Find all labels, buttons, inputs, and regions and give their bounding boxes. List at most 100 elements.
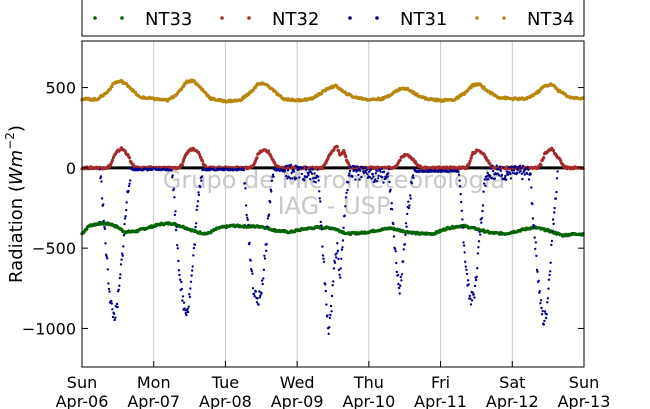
series-nt31 bbox=[98, 163, 559, 335]
point-nt31-490 bbox=[386, 175, 389, 178]
point-nt31-627 bbox=[466, 279, 470, 282]
point-nt31-535 bbox=[412, 176, 415, 180]
point-nt31-424 bbox=[347, 181, 350, 184]
point-nt31-444 bbox=[359, 169, 362, 172]
point-nt31-529 bbox=[408, 194, 412, 197]
point-nt31-3 bbox=[100, 180, 103, 183]
point-nt31-500 bbox=[392, 222, 395, 226]
point-nt31-169 bbox=[197, 191, 200, 194]
y-tick-label-2: −500 bbox=[32, 239, 76, 258]
point-nt31-612 bbox=[458, 179, 461, 182]
point-nt31-701 bbox=[510, 166, 513, 169]
point-nt31-621 bbox=[463, 251, 466, 254]
point-nt31-751 bbox=[539, 299, 543, 302]
point-nt31-372 bbox=[317, 179, 320, 182]
point-nt31-777 bbox=[554, 197, 558, 200]
point-nt31-617 bbox=[461, 218, 464, 221]
point-nt31-268 bbox=[255, 301, 259, 304]
point-nt31-353 bbox=[306, 175, 309, 179]
point-nt31-170 bbox=[197, 193, 201, 197]
point-nt31-127 bbox=[173, 196, 176, 199]
point-nt31-43 bbox=[123, 222, 126, 226]
point-nt31-316 bbox=[283, 169, 287, 172]
point-nt31-147 bbox=[184, 311, 187, 315]
point-nt31-263 bbox=[252, 292, 256, 295]
point-nt31-699 bbox=[509, 172, 512, 176]
point-nt32-322 bbox=[337, 149, 341, 153]
point-nt31-727 bbox=[526, 172, 529, 175]
point-nt31-348 bbox=[303, 179, 306, 182]
point-nt31-522 bbox=[404, 222, 408, 225]
point-nt31-124 bbox=[171, 174, 174, 177]
point-nt31-435 bbox=[353, 165, 356, 168]
point-nt31-510 bbox=[397, 286, 401, 290]
point-nt32-316 bbox=[332, 148, 336, 152]
point-nt31-157 bbox=[190, 274, 193, 277]
point-nt31-655 bbox=[483, 182, 486, 185]
legend-marker-left-nt33 bbox=[93, 16, 97, 20]
legend-label-nt32: NT32 bbox=[272, 9, 319, 30]
point-nt31-257 bbox=[249, 259, 252, 262]
point-nt31-779 bbox=[555, 177, 559, 180]
point-nt31-475 bbox=[377, 174, 380, 177]
point-nt31-50 bbox=[127, 189, 130, 193]
point-nt31-410 bbox=[339, 276, 342, 279]
point-nt31-277 bbox=[260, 279, 264, 282]
point-nt31-8 bbox=[103, 225, 106, 229]
point-nt31-710 bbox=[515, 171, 519, 175]
point-nt31-129 bbox=[174, 210, 177, 213]
point-nt31-738 bbox=[532, 223, 535, 227]
point-nt32-484 bbox=[467, 161, 471, 165]
point-nt31-398 bbox=[332, 280, 335, 283]
point-nt31-41 bbox=[122, 245, 125, 248]
point-nt31-503 bbox=[393, 247, 397, 251]
point-nt32-595 bbox=[559, 159, 563, 163]
point-nt31-367 bbox=[314, 181, 317, 184]
point-nt31-425 bbox=[347, 174, 350, 177]
point-nt31-322 bbox=[287, 175, 290, 178]
legend: NT33 NT32 NT31 NT34 bbox=[93, 9, 574, 30]
point-nt31-614 bbox=[459, 192, 462, 196]
point-nt31-134 bbox=[177, 259, 180, 263]
y-axis-label-text: Radiation ( bbox=[6, 185, 27, 283]
x-tick-date-4: Apr-10 bbox=[342, 392, 395, 409]
point-nt31-258 bbox=[250, 268, 253, 271]
point-nt31-646 bbox=[477, 240, 481, 243]
point-nt31-385 bbox=[324, 289, 327, 293]
point-nt31-52 bbox=[128, 182, 131, 185]
point-nt31-620 bbox=[462, 244, 466, 247]
point-nt31-678 bbox=[496, 172, 500, 175]
x-tick-date-6: Apr-12 bbox=[486, 392, 539, 409]
point-nt31-351 bbox=[304, 168, 308, 171]
point-nt31-45 bbox=[124, 215, 127, 218]
point-nt31-645 bbox=[477, 246, 480, 249]
point-nt31-728 bbox=[526, 166, 529, 169]
point-nt31-653 bbox=[481, 204, 485, 207]
point-nt31-374 bbox=[318, 197, 321, 200]
point-nt31-46 bbox=[125, 208, 128, 212]
point-nt31-279 bbox=[262, 277, 265, 280]
point-nt31-695 bbox=[506, 173, 510, 176]
point-nt31-393 bbox=[329, 313, 332, 317]
point-nt31-292 bbox=[269, 188, 272, 191]
point-nt31-625 bbox=[465, 272, 469, 276]
x-tick-day-0: Sun bbox=[67, 373, 97, 392]
point-nt31-22 bbox=[111, 308, 114, 311]
point-nt31-373 bbox=[318, 190, 321, 193]
point-nt31-260 bbox=[251, 272, 254, 275]
point-nt31-513 bbox=[399, 275, 402, 279]
point-nt31-20 bbox=[110, 299, 113, 303]
point-nt31-426 bbox=[348, 172, 351, 175]
point-nt31-361 bbox=[310, 172, 314, 175]
point-nt31-415 bbox=[341, 239, 345, 242]
point-nt31-399 bbox=[332, 267, 336, 270]
point-nt31-414 bbox=[341, 246, 344, 249]
point-nt31-26 bbox=[113, 318, 116, 322]
point-nt31-172 bbox=[199, 185, 202, 189]
point-nt31-338 bbox=[297, 166, 300, 169]
point-nt31-363 bbox=[312, 177, 315, 180]
point-nt31-404 bbox=[335, 252, 338, 255]
point-nt31-15 bbox=[107, 282, 110, 285]
point-nt31-687 bbox=[502, 166, 505, 169]
point-nt31-274 bbox=[259, 294, 262, 297]
